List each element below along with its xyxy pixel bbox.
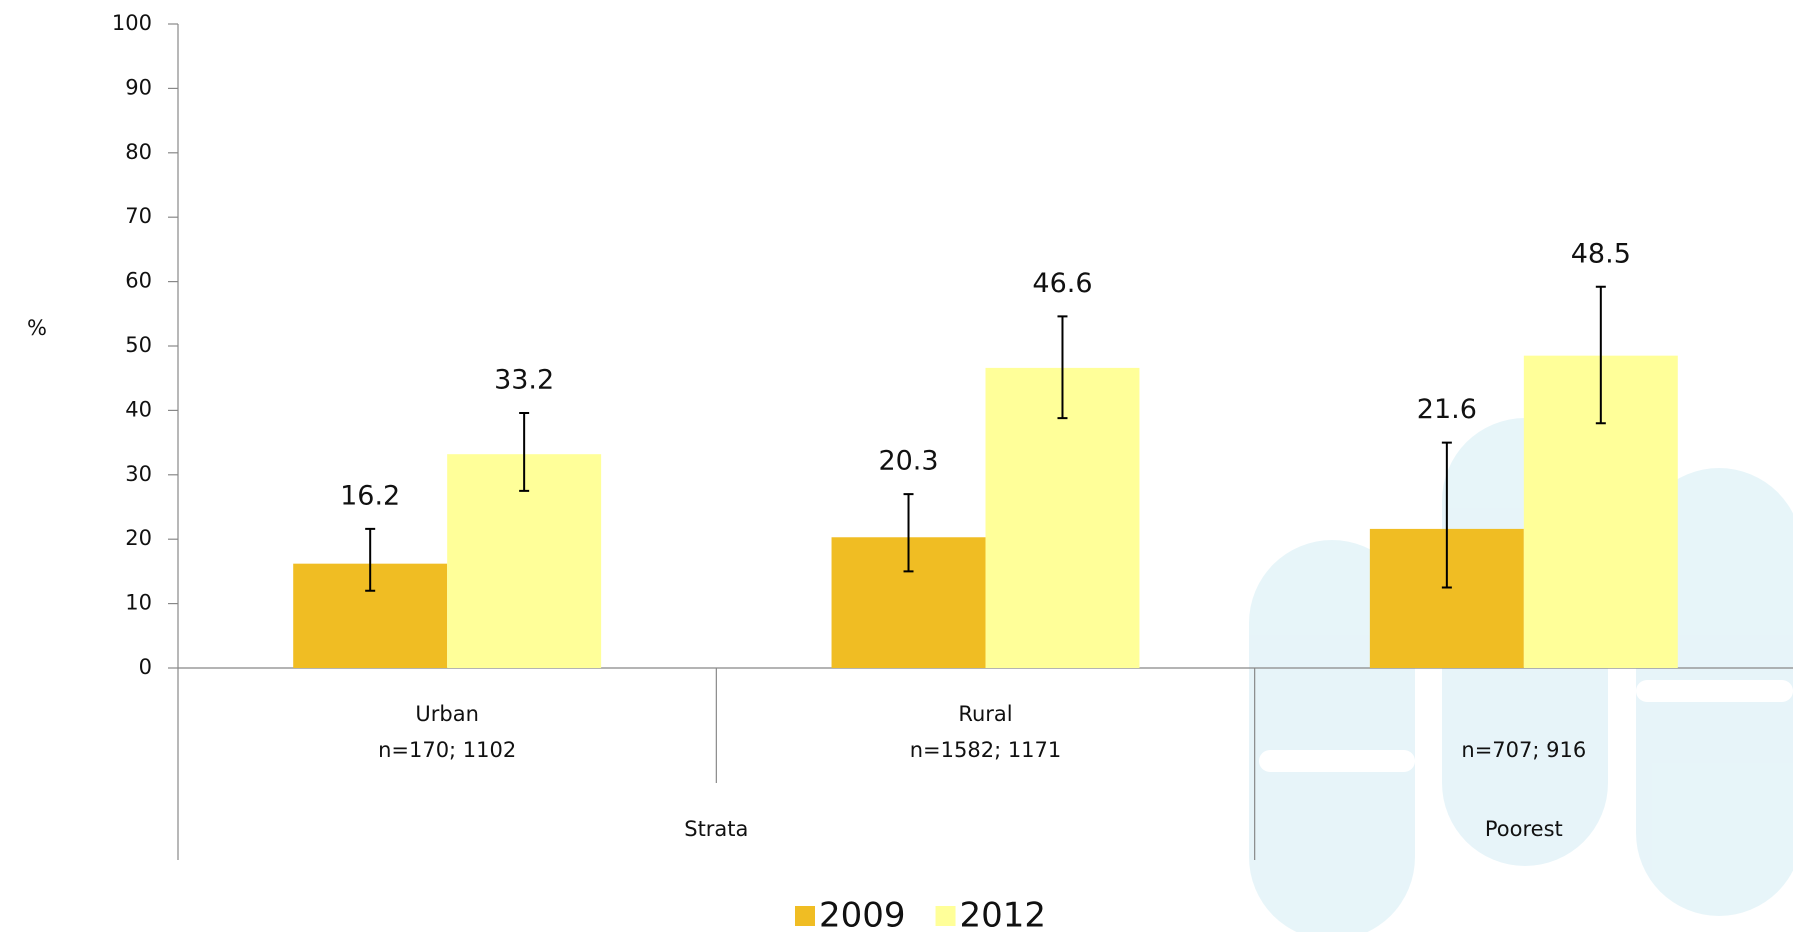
category-count: n=1582; 1171	[910, 738, 1062, 762]
y-tick-label: 50	[125, 333, 152, 357]
group-label: Poorest	[1485, 817, 1563, 841]
value-label: 21.6	[1417, 394, 1477, 425]
y-tick-label: 30	[125, 462, 152, 486]
watermark	[1249, 418, 1793, 932]
error-bar	[903, 493, 914, 573]
y-tick-label: 10	[125, 591, 152, 615]
group-label: Strata	[684, 817, 748, 841]
y-tick-label: 0	[139, 655, 152, 679]
y-tick-label: 20	[125, 526, 152, 550]
y-tick-label: 70	[125, 204, 152, 228]
value-label: 20.3	[878, 446, 938, 477]
y-tick-label: 40	[125, 397, 152, 421]
category-count: n=707; 916	[1461, 738, 1586, 762]
legend-swatch	[795, 906, 815, 926]
x-tick-label: Rural	[958, 702, 1012, 726]
x-tick-label: Urban	[415, 702, 479, 726]
value-label: 16.2	[340, 480, 400, 511]
y-tick-label: 90	[125, 75, 152, 99]
category-count: n=170; 1102	[378, 738, 516, 762]
error-bar	[1595, 285, 1606, 425]
y-tick-label: 60	[125, 269, 152, 293]
legend-swatch	[935, 906, 956, 926]
error-bar	[1057, 315, 1068, 420]
error-bar	[519, 411, 530, 492]
legend-label: 2009	[819, 896, 906, 932]
y-axis-label: %	[27, 316, 47, 340]
value-label: 46.6	[1032, 268, 1092, 299]
legend-label: 2012	[960, 896, 1047, 932]
value-label: 48.5	[1571, 238, 1631, 269]
y-tick-label: 100	[112, 11, 152, 35]
error-bar	[1441, 441, 1452, 589]
error-bar	[365, 527, 376, 592]
value-label: 33.2	[494, 364, 554, 395]
y-tick-label: 80	[125, 140, 152, 164]
